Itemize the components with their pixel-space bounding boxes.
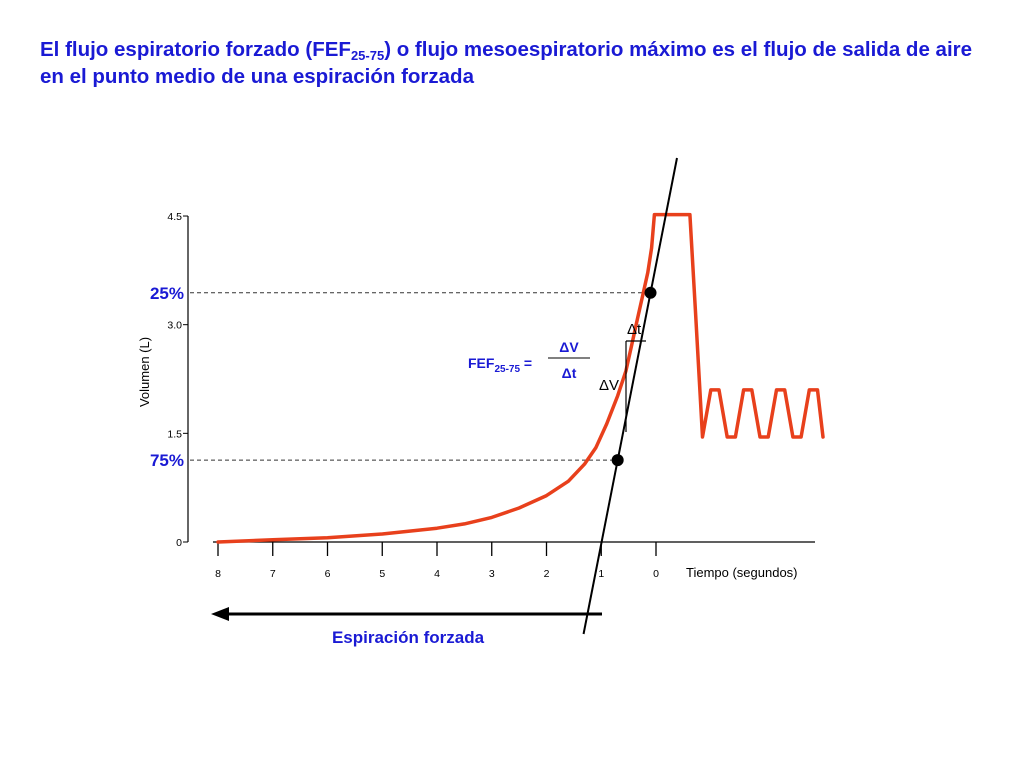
title-part1: El flujo espiratorio forzado (FEF [40, 38, 351, 61]
markers: 25% 75% [150, 284, 657, 470]
delta-t-label: Δt [627, 321, 642, 338]
x-axis-label: Tiempo (segundos) [686, 565, 798, 580]
formula-subscript: 25-75 [494, 364, 520, 375]
title-subscript: 25-75 [350, 48, 385, 63]
x-tick-label: 0 [653, 568, 659, 580]
tangent-line-group [582, 157, 678, 635]
marker-label-1: 75% [150, 451, 184, 470]
marker-point-1 [611, 454, 624, 467]
x-tick-label: 3 [489, 568, 495, 580]
curves [216, 212, 825, 544]
volume-curve-series-1 [688, 212, 825, 439]
title-part2: ) o flujo mesoespiratorio máximo es el f… [40, 38, 973, 88]
formula-label: FEF25-75 = [468, 355, 532, 375]
expiration-arrow-label: Espiración forzada [332, 628, 485, 647]
formula-numerator: ΔV [559, 339, 579, 355]
marker-point-0 [644, 286, 657, 299]
page-title: El flujo espiratorio forzado (FEF25-75) … [40, 36, 1000, 90]
formula-prefix: FEF [468, 355, 495, 371]
formula-equals: = [520, 355, 532, 371]
x-tick-label: 7 [270, 568, 276, 580]
tangent-line [582, 157, 678, 635]
y-tick-label: 4.5 [167, 211, 182, 223]
marker-label-0: 25% [150, 284, 184, 303]
chart-axes: 0 1.5 3.0 4.5 8 7 6 5 4 3 2 1 0 [167, 211, 815, 580]
y-tick-label: 0 [176, 537, 182, 549]
x-tick-label: 4 [434, 568, 440, 580]
volume-curve-series-0 [216, 212, 691, 544]
y-tick-label: 1.5 [167, 428, 182, 440]
formula-denominator: Δt [562, 365, 577, 381]
delta-v-label: ΔV [599, 377, 619, 394]
x-tick-label: 2 [544, 568, 550, 580]
y-tick-label: 3.0 [167, 320, 182, 332]
x-tick-label: 8 [215, 568, 221, 580]
x-tick-label: 6 [325, 568, 331, 580]
x-tick-label: 1 [598, 568, 604, 580]
expiration-arrow-head [211, 607, 229, 621]
x-tick-label: 5 [379, 568, 385, 580]
y-axis-label: Volumen (L) [137, 337, 152, 407]
guide-lines [190, 292, 651, 461]
